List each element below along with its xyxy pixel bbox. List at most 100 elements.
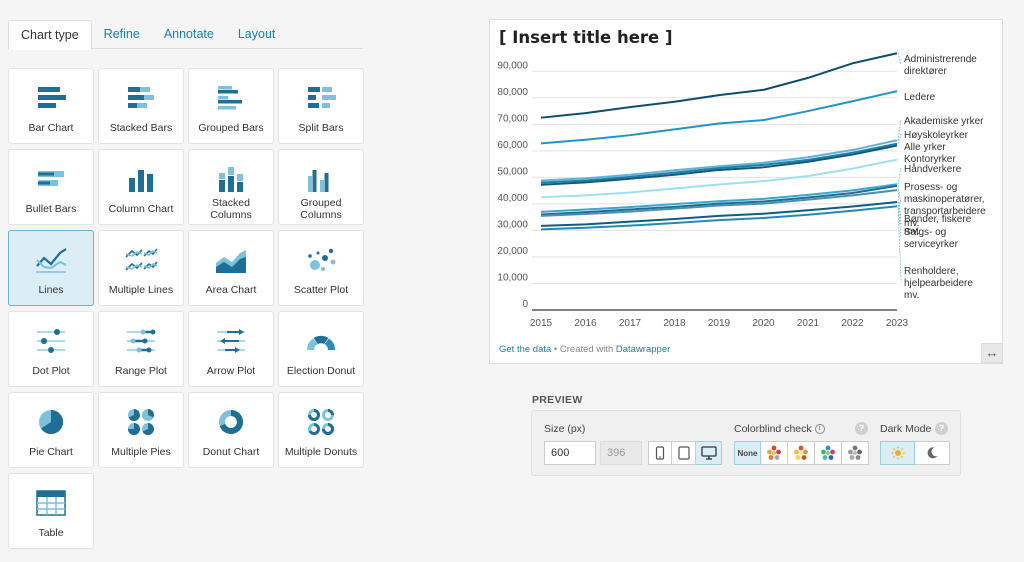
size-label: Size (px) bbox=[544, 423, 586, 435]
chart-type-pie-chart[interactable]: Pie Chart bbox=[8, 392, 94, 468]
chart-title: [ Insert title here ] bbox=[499, 28, 673, 47]
label-leader-line bbox=[897, 190, 902, 225]
chart-type-label: Bullet Bars bbox=[25, 203, 77, 215]
split-bars-icon bbox=[308, 87, 336, 108]
chart-type-multiple-lines[interactable]: Multiple Lines bbox=[98, 230, 184, 306]
chart-type-bullet-bars[interactable]: Bullet Bars bbox=[8, 149, 94, 225]
chart-type-label: Pie Chart bbox=[29, 446, 73, 458]
x-tick-label: 2021 bbox=[797, 318, 820, 329]
colorblind-toggle: None bbox=[734, 441, 869, 465]
series-line bbox=[540, 205, 898, 231]
y-tick-label: 40,000 bbox=[497, 193, 528, 204]
series-line bbox=[540, 139, 898, 182]
stacked-bars-icon bbox=[128, 87, 154, 108]
pie-chart-icon bbox=[39, 409, 64, 434]
dark-mode-help-icon[interactable]: ? bbox=[935, 422, 948, 435]
line-chart: 0 10,000 20,000 30,000 40,000 50,000 60,000 70,… bbox=[497, 52, 986, 329]
tab-annotate[interactable]: Annotate bbox=[163, 27, 214, 41]
dot-plot-icon bbox=[37, 329, 65, 353]
chart-type-dot-plot[interactable]: Dot Plot bbox=[8, 311, 94, 387]
tab-layout[interactable]: Layout bbox=[237, 27, 276, 41]
series-line bbox=[540, 189, 898, 217]
y-tick-label: 0 bbox=[522, 299, 528, 310]
chart-type-label: Grouped Bars bbox=[198, 122, 264, 134]
series-label: Ledere bbox=[904, 92, 936, 103]
chart-type-lines[interactable]: Lines bbox=[8, 230, 94, 306]
chart-type-label: Dot Plot bbox=[32, 365, 70, 377]
series-label: Håndverkere bbox=[904, 163, 962, 175]
mobile-icon[interactable] bbox=[648, 441, 672, 465]
y-tick-label: 20,000 bbox=[497, 246, 528, 257]
device-toggle bbox=[648, 441, 722, 465]
chart-type-grouped-columns[interactable]: Grouped Columns bbox=[278, 149, 364, 225]
info-icon: i bbox=[814, 424, 825, 435]
series-label: Alle yrker bbox=[904, 142, 946, 153]
series-label: mv. bbox=[904, 218, 919, 229]
x-tick-label: 2022 bbox=[841, 318, 864, 329]
height-input bbox=[600, 441, 642, 465]
grouped-bars-icon bbox=[218, 86, 242, 110]
multiple-pies-icon bbox=[128, 408, 155, 435]
series-label: Akademiske yrker bbox=[904, 116, 984, 127]
y-tick-label: 90,000 bbox=[497, 60, 528, 71]
tab-chart-type[interactable]: Chart type bbox=[8, 20, 92, 50]
chart-type-label: Lines bbox=[38, 284, 64, 296]
chart-type-area-chart[interactable]: Area Chart bbox=[188, 230, 274, 306]
tablet-icon[interactable] bbox=[672, 441, 696, 465]
chart-type-arrow-plot[interactable]: Arrow Plot bbox=[188, 311, 274, 387]
series-line bbox=[540, 184, 898, 216]
label-leader-line bbox=[897, 206, 902, 283]
colorblind-help-icon[interactable]: ? bbox=[855, 422, 868, 435]
chart-type-donut-chart[interactable]: Donut Chart bbox=[188, 392, 274, 468]
series-label: Høyskoleyrker bbox=[904, 130, 969, 141]
achromatopsia-icon[interactable] bbox=[842, 441, 869, 465]
series-line bbox=[540, 52, 898, 119]
chart-type-multiple-pies[interactable]: Multiple Pies bbox=[98, 392, 184, 468]
series-label: mv. bbox=[904, 226, 919, 237]
chart-type-range-plot[interactable]: Range Plot bbox=[98, 311, 184, 387]
label-leader-line bbox=[897, 119, 902, 141]
sun-icon[interactable] bbox=[880, 441, 915, 465]
desktop-icon[interactable] bbox=[696, 441, 722, 465]
range-plot-icon bbox=[127, 329, 156, 353]
column-chart-icon bbox=[129, 170, 153, 192]
chart-type-stacked-columns[interactable]: Stacked Columns bbox=[188, 149, 274, 225]
x-tick-label: 2016 bbox=[574, 318, 597, 329]
chart-type-split-bars[interactable]: Split Bars bbox=[278, 68, 364, 144]
datawrapper-link[interactable]: Datawrapper bbox=[615, 344, 671, 355]
deuteranopia-icon[interactable] bbox=[788, 441, 815, 465]
resize-handle-icon[interactable]: ↔ bbox=[981, 343, 1003, 363]
chart-type-scatter-plot[interactable]: Scatter Plot bbox=[278, 230, 364, 306]
table-icon bbox=[36, 490, 66, 516]
chart-type-grid: Bar Chart Stacked Bars Grouped Bars Split B… bbox=[8, 68, 364, 549]
y-tick-label: 50,000 bbox=[497, 166, 528, 177]
y-tick-label: 70,000 bbox=[497, 113, 528, 124]
chart-type-table[interactable]: Table bbox=[8, 473, 94, 549]
moon-icon[interactable] bbox=[915, 441, 950, 465]
series-label: serviceyrker bbox=[904, 239, 959, 250]
tritanopia-icon[interactable] bbox=[815, 441, 842, 465]
grouped-columns-icon bbox=[308, 170, 329, 192]
chart-type-bar-chart[interactable]: Bar Chart bbox=[8, 68, 94, 144]
series-line bbox=[540, 142, 898, 184]
get-the-data-link[interactable]: Get the data bbox=[499, 344, 552, 355]
chart-type-stacked-bars[interactable]: Stacked Bars bbox=[98, 68, 184, 144]
dark-mode-label: Dark Mode bbox=[880, 423, 932, 435]
colorblind-none-button[interactable]: None bbox=[734, 441, 761, 465]
chart-type-election-donut[interactable]: Election Donut bbox=[278, 311, 364, 387]
chart-type-multiple-donuts[interactable]: Multiple Donuts bbox=[278, 392, 364, 468]
bullet-bars-icon bbox=[38, 171, 64, 186]
width-input[interactable] bbox=[544, 441, 596, 465]
chart-footer: Get the data • Created with Datawrapper bbox=[499, 344, 670, 355]
scatter-plot-icon bbox=[308, 248, 336, 271]
chart-type-grouped-bars[interactable]: Grouped Bars bbox=[188, 68, 274, 144]
tab-refine[interactable]: Refine bbox=[103, 27, 140, 41]
protanopia-icon[interactable] bbox=[761, 441, 788, 465]
chart-type-label: Column Chart bbox=[108, 203, 174, 215]
chart-type-column-chart[interactable]: Column Chart bbox=[98, 149, 184, 225]
series-line bbox=[540, 90, 898, 145]
series-label: mv. bbox=[904, 290, 919, 301]
y-tick-label: 10,000 bbox=[497, 272, 528, 283]
series-line bbox=[540, 144, 898, 186]
series-label: Salgs- og bbox=[904, 227, 946, 238]
